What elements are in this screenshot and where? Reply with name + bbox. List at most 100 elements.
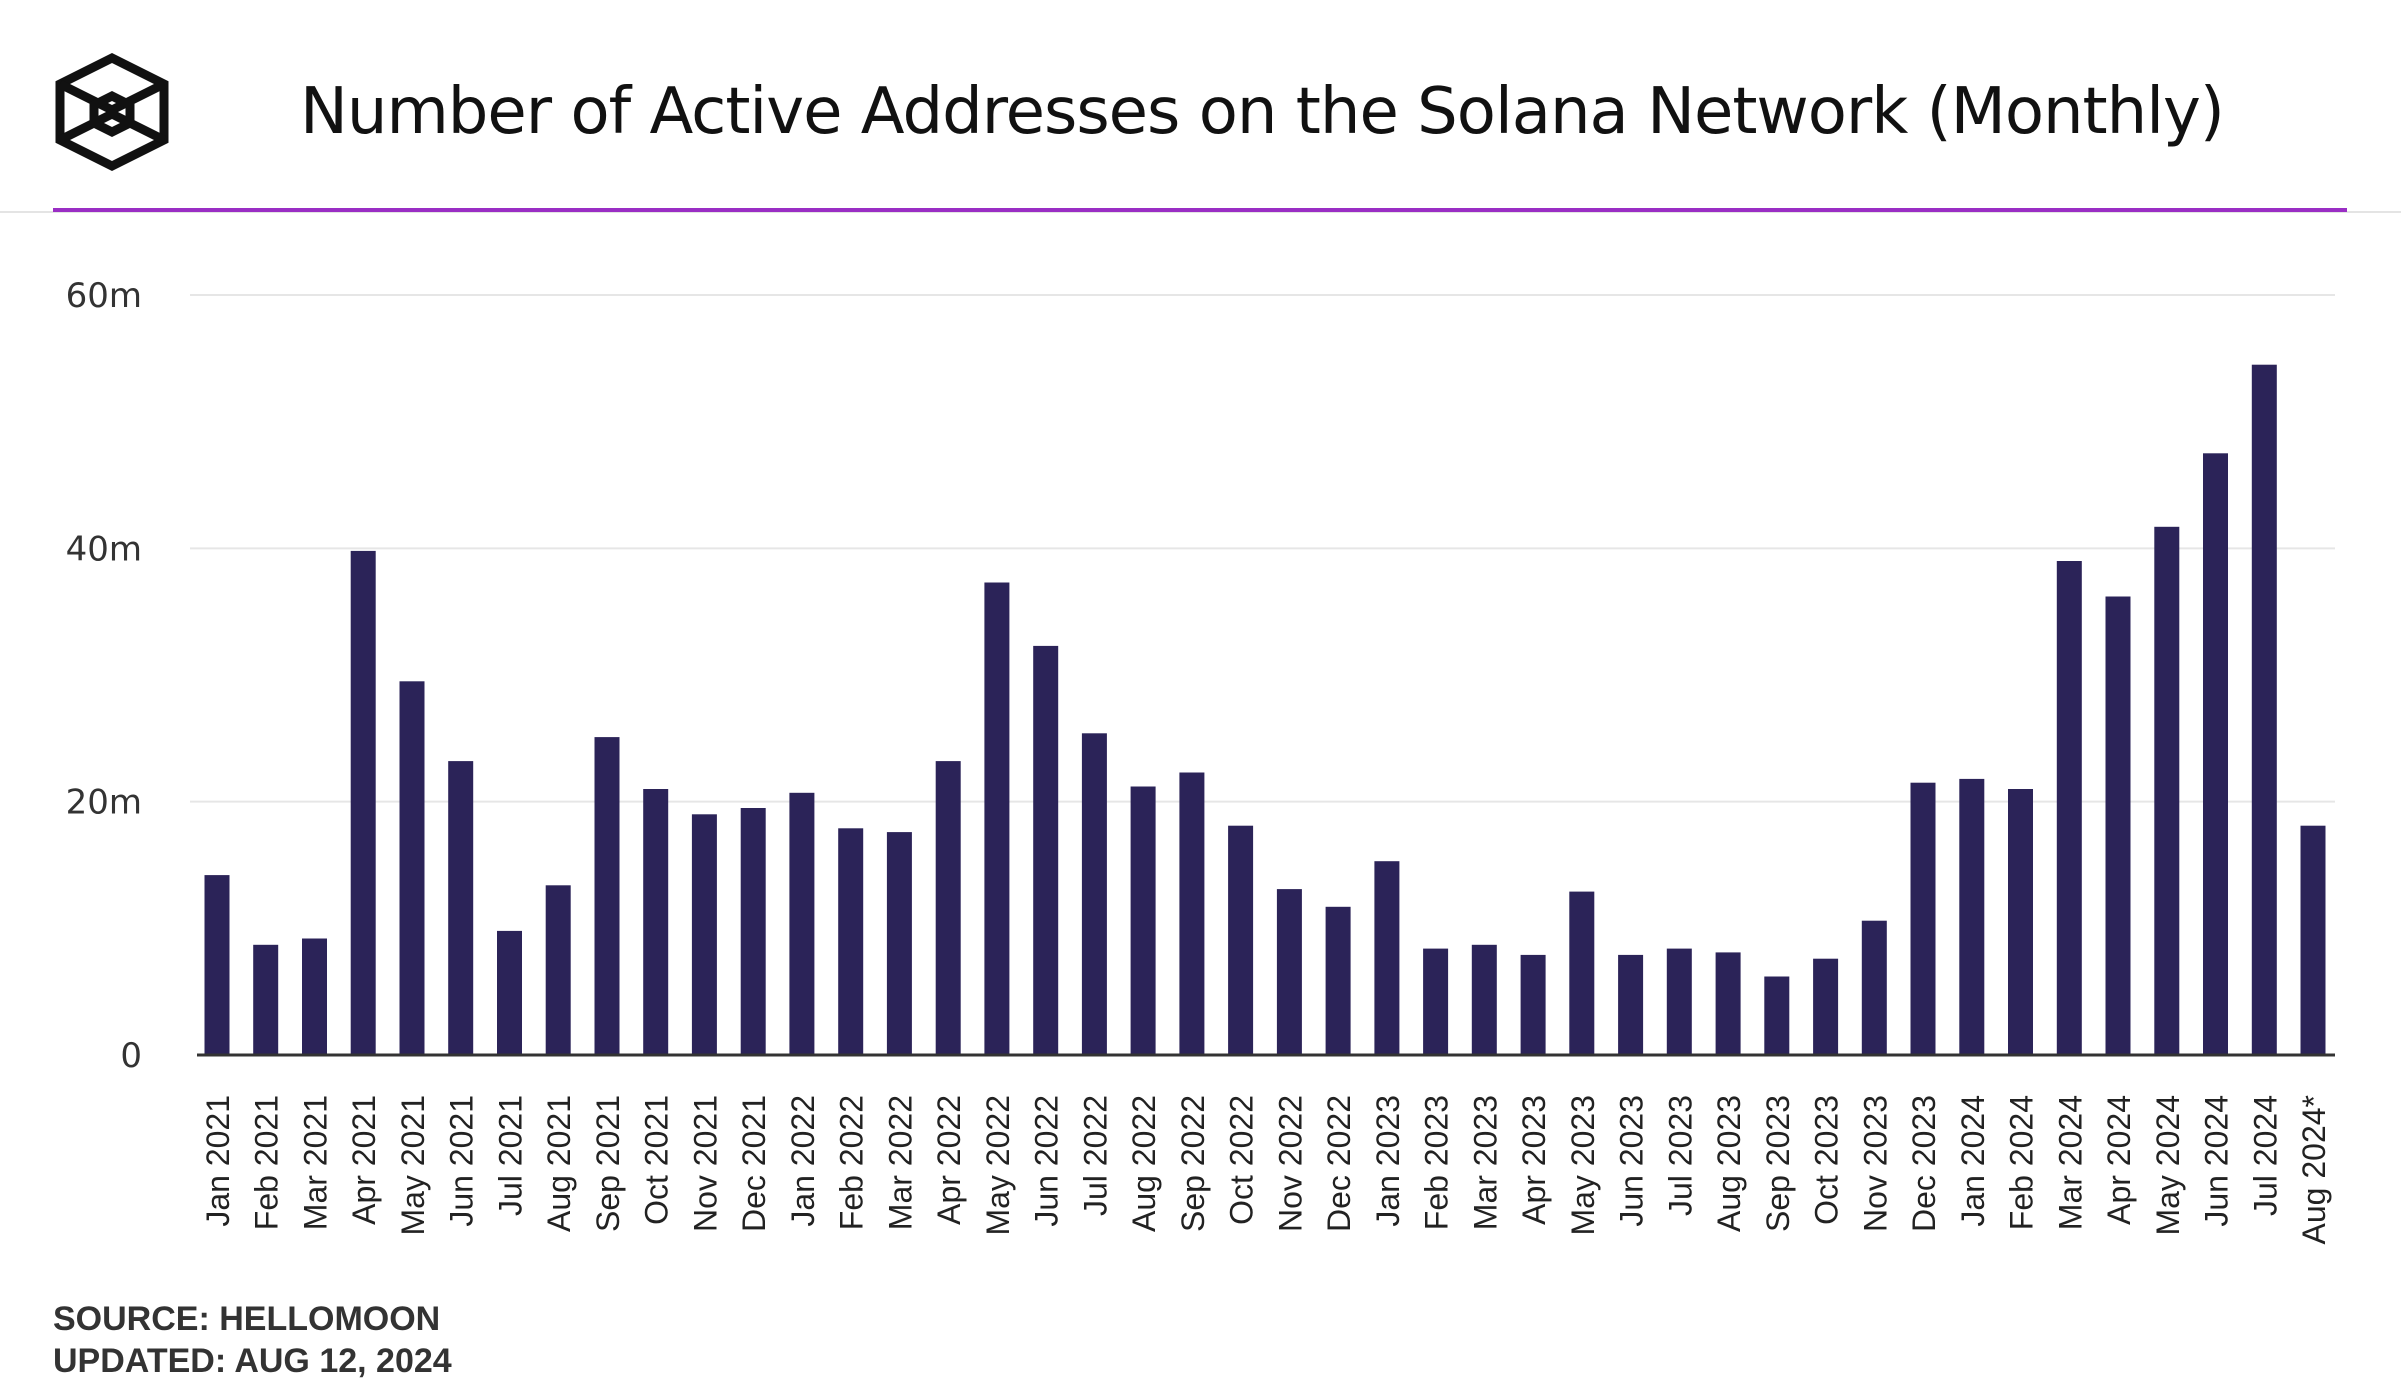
bar <box>2105 596 2131 1055</box>
bar <box>1520 954 1546 1055</box>
bar <box>545 885 571 1055</box>
chart-header: Number of Active Addresses on the Solana… <box>0 0 2401 212</box>
bar <box>448 761 474 1055</box>
x-tick-label: Oct 2023 <box>1809 1095 1845 1225</box>
bars <box>204 364 2326 1055</box>
x-tick-label: Jun 2022 <box>1029 1095 1065 1227</box>
bar <box>1325 906 1351 1055</box>
x-tick-label: May 2023 <box>1565 1095 1601 1236</box>
x-tick-label: May 2021 <box>395 1095 431 1236</box>
x-tick-label: Dec 2023 <box>1906 1095 1942 1232</box>
x-tick-label: Jun 2023 <box>1614 1095 1650 1227</box>
bar <box>740 808 766 1055</box>
bar <box>2251 364 2277 1055</box>
x-tick-label: Mar 2022 <box>882 1095 918 1230</box>
bar <box>1666 948 1692 1055</box>
x-tick-label: May 2024 <box>2150 1095 2186 1236</box>
x-tick-label: Nov 2023 <box>1857 1095 1893 1232</box>
x-tick-label: Mar 2021 <box>297 1095 333 1230</box>
x-tick-label: Dec 2021 <box>736 1095 772 1232</box>
x-tick-label: Nov 2022 <box>1272 1095 1308 1232</box>
bar <box>1423 948 1449 1055</box>
y-tick-label: 20m <box>66 783 142 823</box>
x-tick-label: Jul 2022 <box>1077 1095 1113 1216</box>
accent-divider <box>53 208 2347 212</box>
bar <box>984 582 1010 1055</box>
x-tick-label: Apr 2023 <box>1516 1095 1552 1225</box>
y-tick-label: 60m <box>66 276 142 316</box>
gridlines <box>190 294 2335 803</box>
bar <box>1618 954 1644 1055</box>
header-divider <box>0 211 2401 213</box>
y-tick-label: 0 <box>120 1036 142 1076</box>
x-tick-label: Aug 2021 <box>541 1095 577 1232</box>
bar <box>497 930 522 1055</box>
bar <box>1276 889 1302 1055</box>
x-tick-label: Oct 2022 <box>1224 1095 1260 1225</box>
bar <box>1471 944 1497 1055</box>
x-tick-label: Jun 2021 <box>444 1095 480 1227</box>
x-tick-label: Aug 2022 <box>1126 1095 1162 1232</box>
x-tick-label: Jul 2023 <box>1662 1095 1698 1216</box>
cube-logo-icon <box>55 52 169 172</box>
bar <box>2203 453 2228 1055</box>
x-tick-label: Feb 2023 <box>1419 1095 1455 1230</box>
x-tick-label: May 2022 <box>980 1095 1016 1236</box>
bar <box>2008 789 2033 1055</box>
bar <box>838 828 864 1055</box>
bar <box>350 550 376 1055</box>
x-tick-label: Jan 2024 <box>1955 1095 1991 1227</box>
x-tick-label: Apr 2024 <box>2101 1095 2137 1225</box>
bar <box>1764 976 1790 1055</box>
bar <box>1813 958 1839 1055</box>
bar <box>2056 561 2082 1055</box>
bar <box>253 944 279 1055</box>
x-tick-label: Aug 2023 <box>1711 1095 1747 1232</box>
bar <box>302 938 327 1055</box>
x-tick-label: Nov 2021 <box>687 1095 723 1232</box>
x-tick-label: Feb 2022 <box>834 1095 870 1230</box>
bar <box>935 761 961 1055</box>
bar <box>1033 645 1059 1055</box>
chart-footer: SOURCE: HELLOMOON UPDATED: AUG 12, 2024 <box>53 1298 452 1382</box>
bar <box>1959 778 1985 1055</box>
bar <box>1861 920 1887 1055</box>
y-tick-label: 40m <box>66 529 142 569</box>
x-tick-label: Jul 2021 <box>492 1095 528 1216</box>
x-tick-label: Jan 2023 <box>1370 1095 1406 1227</box>
bar <box>691 814 717 1055</box>
x-tick-label: Jun 2024 <box>2199 1095 2235 1227</box>
bar <box>789 792 815 1055</box>
x-tick-label: Feb 2021 <box>249 1095 285 1230</box>
x-tick-label: Jul 2024 <box>2247 1095 2283 1216</box>
bar <box>1081 733 1107 1055</box>
x-tick-label: Jan 2022 <box>785 1095 821 1227</box>
x-tick-label: Feb 2024 <box>2004 1095 2040 1230</box>
source-note: SOURCE: HELLOMOON <box>53 1300 441 1338</box>
y-axis-ticks: 0 20m 40m 60m <box>66 276 142 1076</box>
x-tick-label: Jan 2021 <box>200 1095 236 1227</box>
x-tick-label: Apr 2022 <box>931 1095 967 1225</box>
bar <box>594 737 620 1055</box>
bar <box>1130 786 1156 1055</box>
bar <box>204 875 230 1055</box>
x-tick-label: Sep 2021 <box>590 1095 626 1232</box>
x-tick-label: Sep 2022 <box>1175 1095 1211 1232</box>
x-tick-label: Oct 2021 <box>639 1095 675 1225</box>
x-tick-label: Sep 2023 <box>1760 1095 1796 1232</box>
bar <box>399 681 425 1055</box>
x-tick-label: Dec 2022 <box>1321 1095 1357 1232</box>
bar <box>1228 825 1254 1055</box>
bar <box>1910 782 1936 1055</box>
chart-title: Number of Active Addresses on the Solana… <box>300 75 2225 149</box>
x-tick-label: Aug 2024* <box>2296 1095 2332 1244</box>
bar <box>2300 825 2326 1055</box>
bar <box>1179 772 1205 1055</box>
updated-note: UPDATED: AUG 12, 2024 <box>53 1342 452 1380</box>
bar <box>1374 861 1400 1055</box>
x-tick-label: Apr 2021 <box>346 1095 382 1225</box>
bar <box>1715 952 1741 1055</box>
x-tick-label: Mar 2023 <box>1467 1095 1503 1230</box>
x-axis-ticks: Jan 2021 Feb 2021 Mar 2021 Apr 2021 May 2021… <box>200 1095 2332 1244</box>
